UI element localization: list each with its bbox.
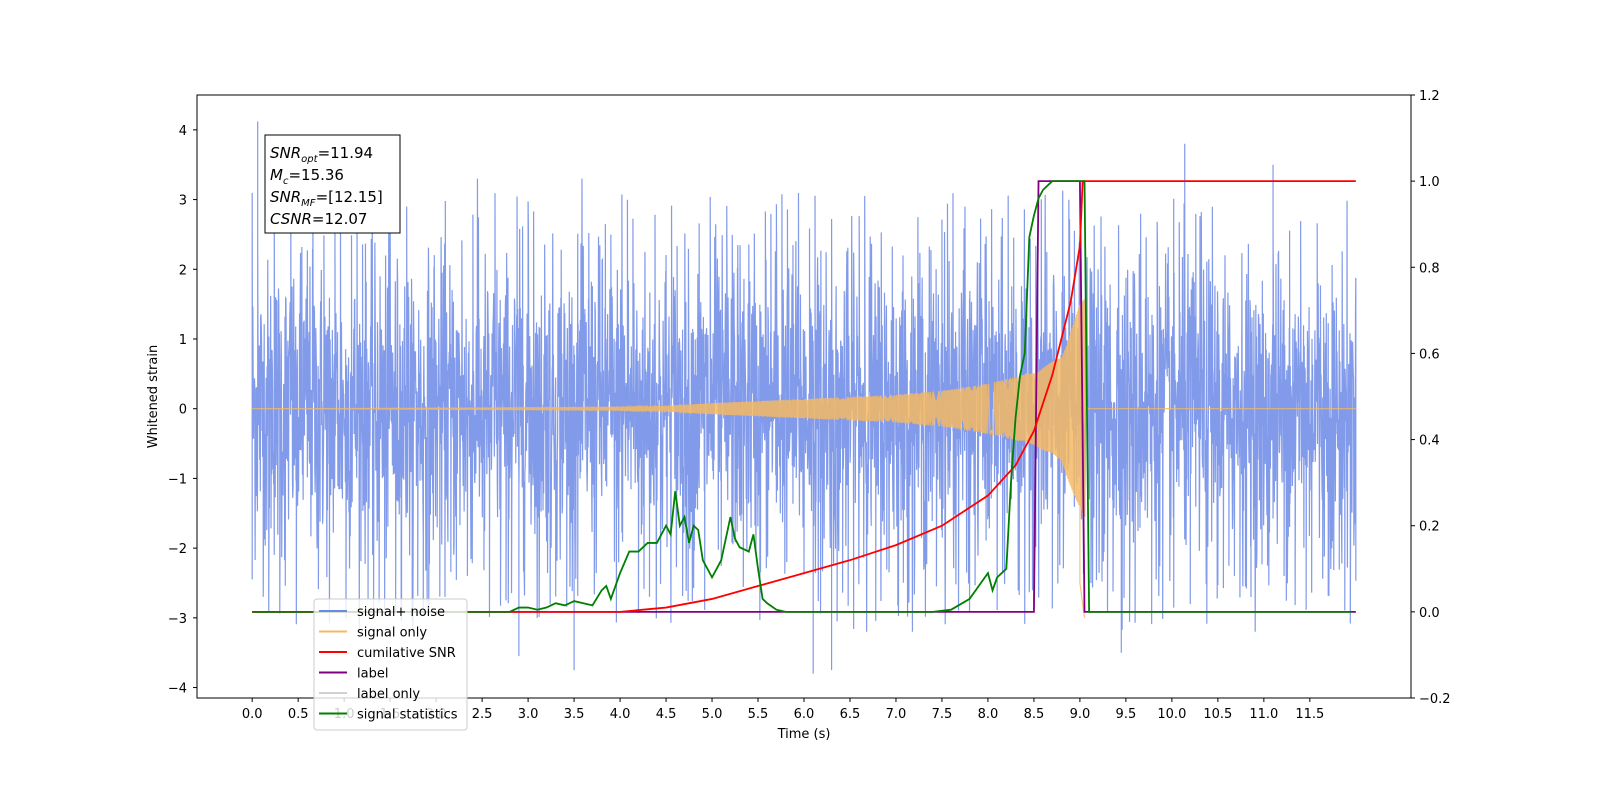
x-tick-label: 11.5 <box>1295 707 1324 722</box>
x-tick-label: 7.0 <box>886 707 907 722</box>
info-box-line: Mc=15.36 <box>270 166 344 187</box>
y-axis-label: Whitened strain <box>146 345 161 448</box>
y-tick-label: 0 <box>179 403 187 418</box>
y-tick-label: 2 <box>179 263 187 278</box>
y2-tick-label: 0.6 <box>1419 347 1440 362</box>
x-tick-label: 9.5 <box>1116 707 1137 722</box>
y-tick-label: 1 <box>179 333 187 348</box>
y-tick-label: 3 <box>179 194 187 209</box>
x-tick-label: 4.0 <box>610 707 631 722</box>
x-tick-label: 0.5 <box>288 707 309 722</box>
x-tick-label: 6.0 <box>794 707 815 722</box>
y-tick-label: −1 <box>168 472 187 487</box>
x-tick-label: 7.5 <box>932 707 953 722</box>
legend-label: signal+ noise <box>357 605 445 620</box>
legend-label: cumilative SNR <box>357 646 456 661</box>
x-tick-label: 8.5 <box>1024 707 1045 722</box>
y2-tick-label: 0.4 <box>1419 434 1440 449</box>
x-tick-label: 11.0 <box>1249 707 1278 722</box>
series-signal-noise <box>251 121 1357 674</box>
y-tick-label: −2 <box>168 542 187 557</box>
info-box-line: SNRopt=11.94 <box>270 144 373 165</box>
x-tick-label: 2.5 <box>472 707 493 722</box>
y-tick-label: −4 <box>168 682 187 697</box>
x-tick-label: 3.0 <box>518 707 539 722</box>
legend-label: signal statistics <box>357 708 458 723</box>
x-tick-label: 0.0 <box>242 707 263 722</box>
x-axis-label: Time (s) <box>777 727 831 742</box>
y2-tick-label: 1.2 <box>1419 89 1440 104</box>
x-tick-label: 10.5 <box>1203 707 1232 722</box>
info-box-line: SNRMF=[12.15] <box>270 188 383 209</box>
info-box: SNRopt=11.94Mc=15.36SNRMF=[12.15]CSNR=12… <box>264 134 401 234</box>
info-box-frame <box>264 134 401 234</box>
legend-label: label only <box>357 687 420 702</box>
y2-tick-label: −0.2 <box>1419 692 1451 707</box>
x-tick-label: 10.0 <box>1157 707 1186 722</box>
series-cumulative-snr <box>252 180 1356 613</box>
x-tick-label: 3.5 <box>564 707 585 722</box>
legend: signal+ noise signal only cumilative SNR la… <box>313 598 468 731</box>
x-tick-label: 8.0 <box>978 707 999 722</box>
info-box-line: CSNR=12.07 <box>270 210 367 228</box>
plot-area <box>251 121 1357 674</box>
legend-label: label <box>357 667 388 682</box>
y-tick-label: 4 <box>179 124 187 139</box>
y-tick-label: −3 <box>168 612 187 627</box>
x-tick-label: 5.0 <box>702 707 723 722</box>
legend-frame <box>313 598 468 731</box>
y2-tick-label: 0.0 <box>1419 606 1440 621</box>
series-signal-statistics <box>252 180 1352 613</box>
y2-tick-label: 0.8 <box>1419 261 1440 276</box>
y2-tick-label: 0.2 <box>1419 520 1440 535</box>
x-tick-label: 4.5 <box>656 707 677 722</box>
series-signal-only <box>252 298 1356 618</box>
y2-tick-label: 1.0 <box>1419 175 1440 190</box>
x-tick-label: 5.5 <box>748 707 769 722</box>
x-tick-label: 9.0 <box>1070 707 1091 722</box>
legend-label: signal only <box>357 626 427 641</box>
x-tick-label: 6.5 <box>840 707 861 722</box>
